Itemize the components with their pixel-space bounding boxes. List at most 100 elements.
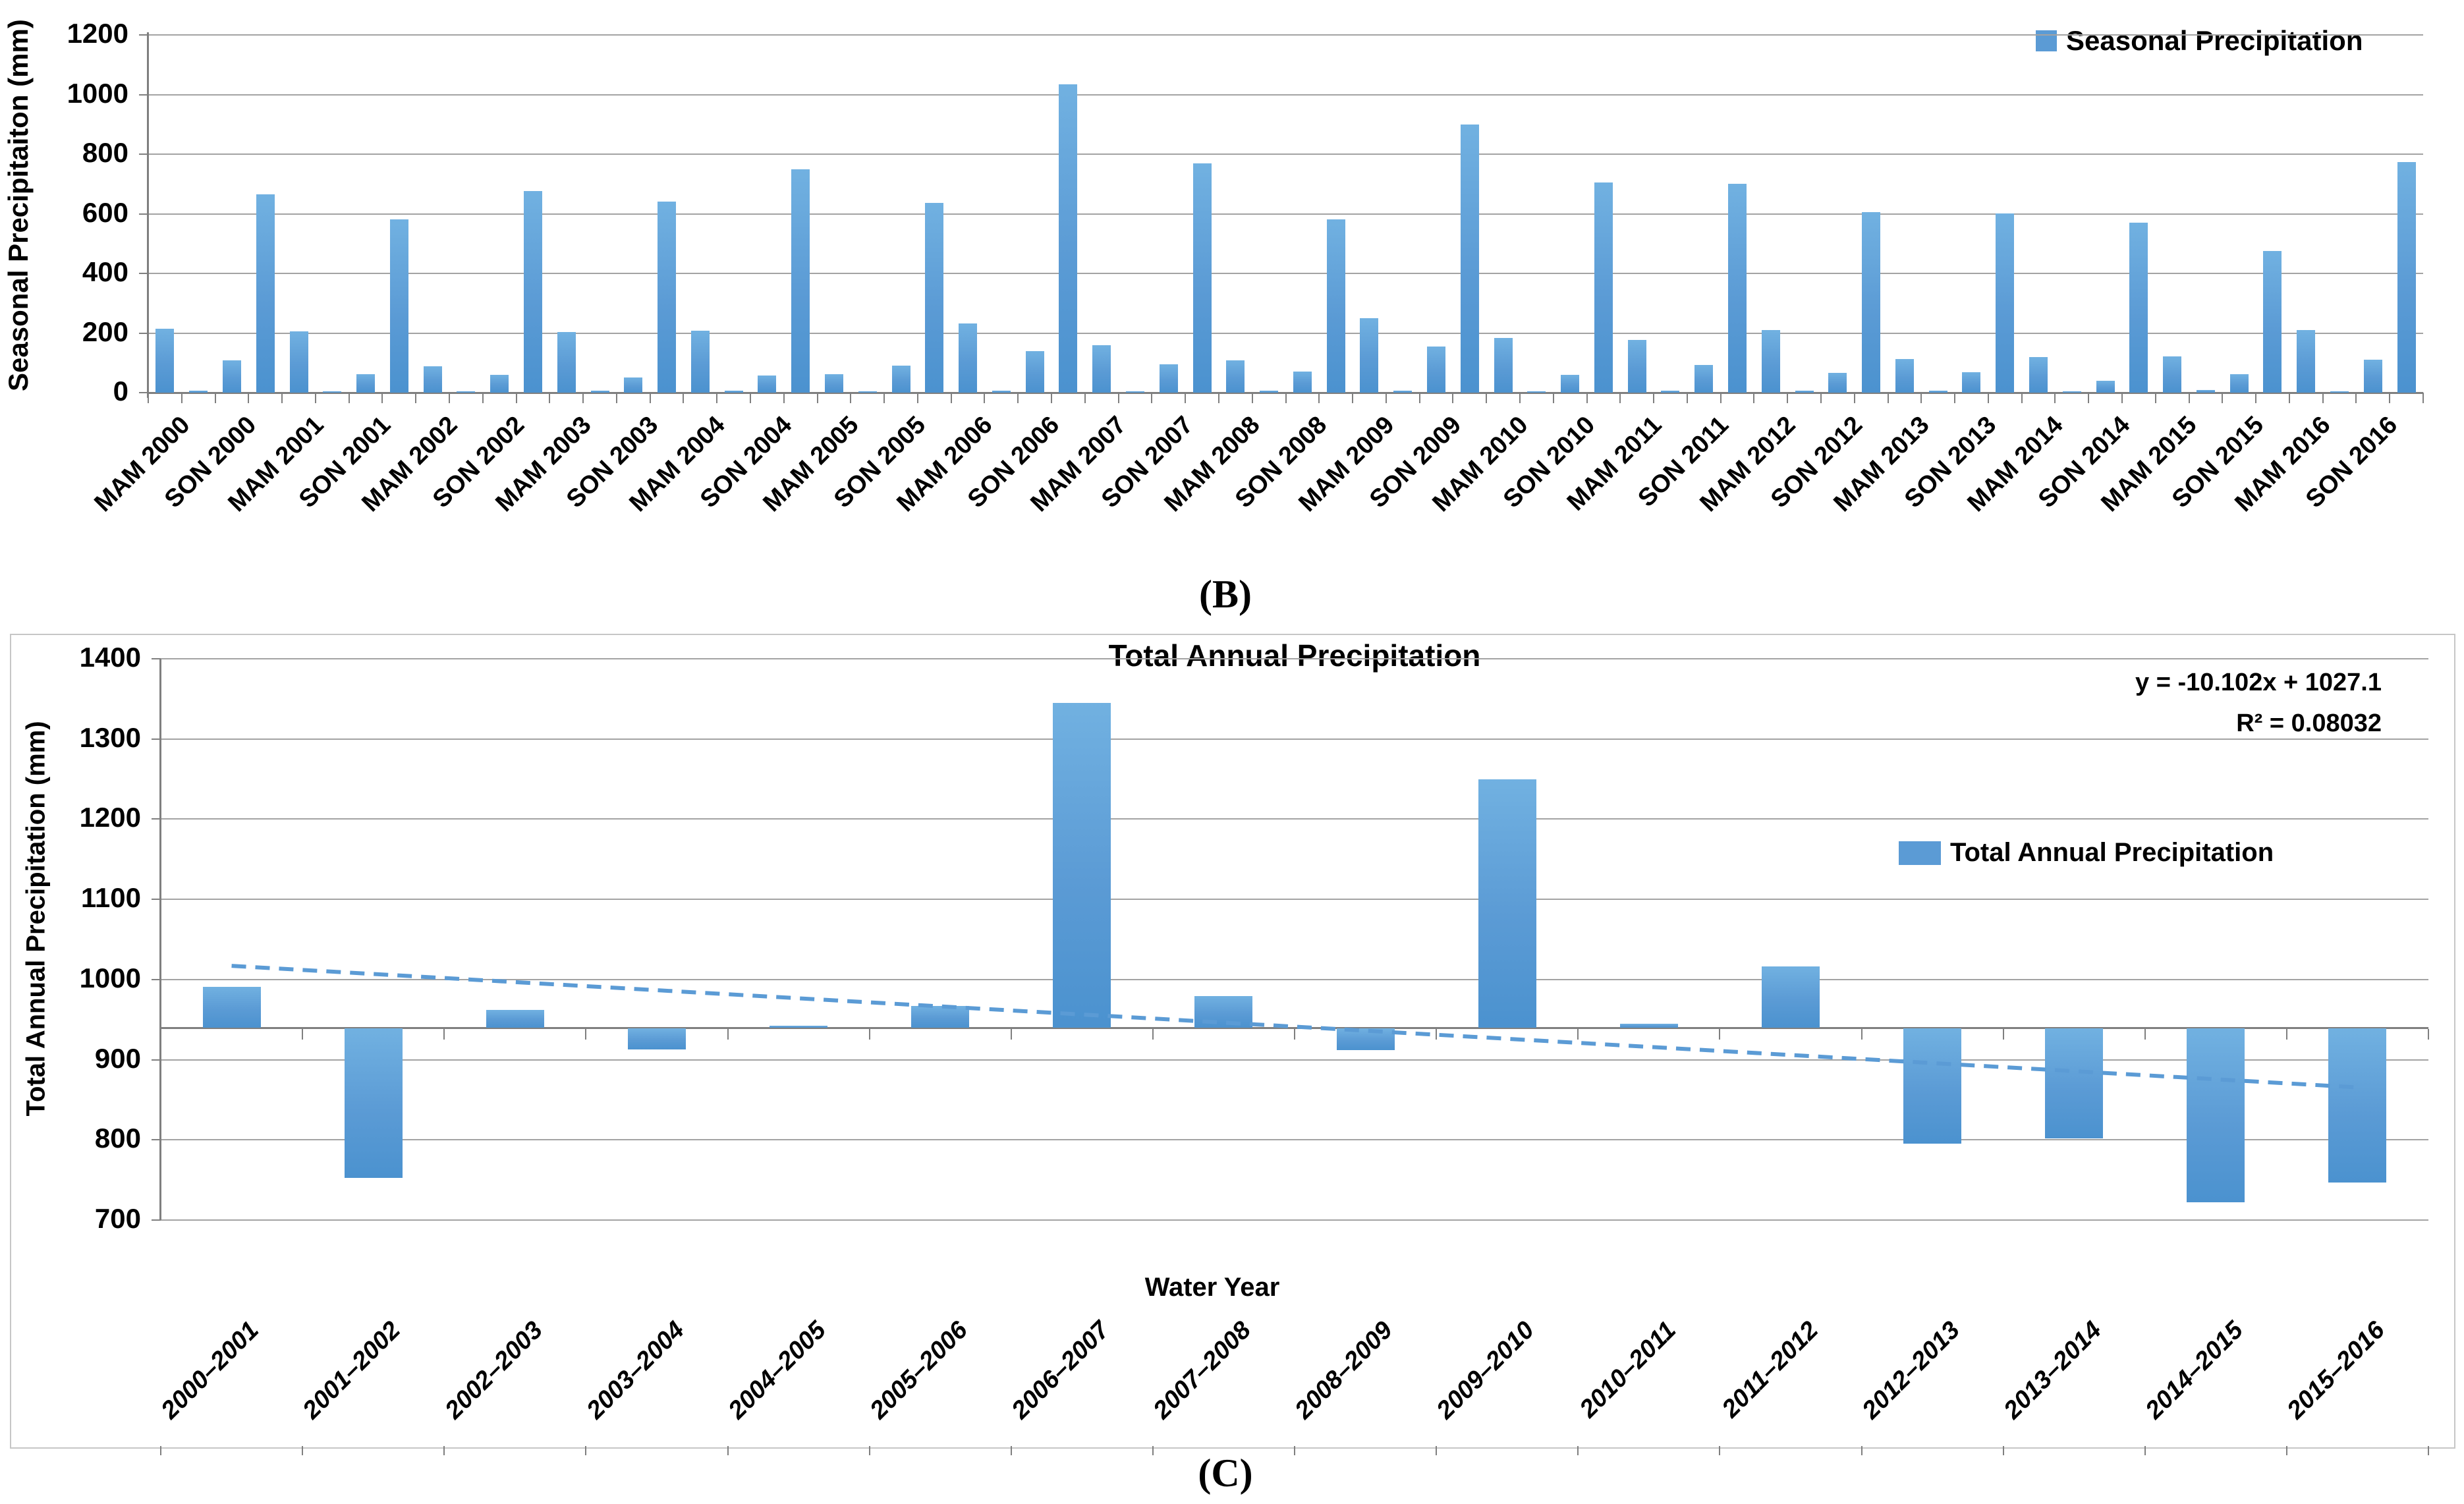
seasonal-gridline [148,94,2423,96]
seasonal-bar [423,366,442,393]
seasonal-x-tick [649,393,651,403]
annual-y-tick [152,899,161,901]
seasonal-x-tick [1285,393,1287,403]
seasonal-x-tick [2255,393,2257,403]
annual-y-axis-line [159,659,161,1220]
annual-bottom-tick [1719,1446,1721,1455]
seasonal-bar [1460,124,1479,393]
seasonal-bar [1627,340,1646,393]
seasonal-x-tick [181,393,182,403]
seasonal-bar [2163,356,2182,393]
annual-gridline [161,658,2428,659]
seasonal-bar [189,391,208,393]
seasonal-x-tick [2021,393,2023,403]
seasonal-y-axis-title: Seasonal Precipitaiton (mm) [3,19,34,391]
seasonal-y-axis-line [147,32,149,398]
annual-bottom-tick [1861,1446,1862,1455]
trendline-equation-line1: y = -10.102x + 1027.1 [2135,669,2382,696]
annual-baseline-tick [868,1028,870,1040]
annual-baseline-tick [2428,1028,2429,1040]
seasonal-x-tick [750,393,752,403]
seasonal-y-tick [139,273,148,274]
seasonal-x-tick [984,393,986,403]
annual-bottom-tick [1152,1446,1154,1455]
seasonal-bar [624,377,643,393]
annual-y-tick [152,1139,161,1141]
seasonal-y-tick-label: 200 [82,316,128,347]
annual-gridline [161,899,2428,901]
annual-bar [1478,779,1536,1028]
seasonal-x-tick [850,393,852,403]
annual-gridline [161,1219,2428,1221]
annual-y-tick [152,1219,161,1221]
seasonal-x-tick [1084,393,1086,403]
seasonal-bar [389,219,408,393]
annual-bar [1903,1028,1962,1144]
seasonal-bar [2363,360,2382,393]
seasonal-x-tick [1820,393,1822,403]
seasonal-x-tick [482,393,484,403]
seasonal-x-tick [1686,393,1688,403]
annual-bottom-tick [868,1446,870,1455]
seasonal-x-tick [1218,393,1219,403]
seasonal-y-tick-label: 800 [82,137,128,168]
seasonal-x-tick [2154,393,2156,403]
annual-baseline-tick [1861,1028,1862,1040]
annual-baseline-tick [2285,1028,2287,1040]
seasonal-bar [590,390,609,393]
annual-bar [1053,702,1111,1028]
seasonal-bar [1828,373,1847,393]
seasonal-x-tick [816,393,818,403]
seasonal-x-tick [1385,393,1387,403]
annual-bottom-tick [2144,1446,2146,1455]
annual-baseline-tick [727,1028,729,1040]
annual-gridline [161,1139,2428,1141]
annual-y-tick [152,818,161,820]
annual-baseline-tick [1577,1028,1579,1040]
seasonal-bar [791,169,810,393]
seasonal-x-tick [415,393,417,403]
annual-y-tick-label: 1000 [79,962,141,993]
seasonal-y-tick-label: 0 [113,376,128,406]
seasonal-bar [222,360,241,393]
seasonal-bar [289,331,308,393]
seasonal-x-tick [314,393,316,403]
seasonal-x-tick [1352,393,1354,403]
seasonal-bar [2397,162,2416,393]
seasonal-y-tick [139,94,148,96]
annual-y-tick-label: 1400 [79,642,141,673]
panel-caption-c: (C) [1198,1451,1253,1495]
seasonal-y-tick-label: 400 [82,256,128,287]
annual-gridline [161,738,2428,740]
legend-swatch-icon [2036,30,2057,51]
seasonal-bar [2129,223,2148,393]
seasonal-x-tick [1151,393,1153,403]
seasonal-x-tick [1519,393,1521,403]
seasonal-bar [2263,251,2282,393]
seasonal-bar [1393,391,1413,393]
seasonal-bar [1427,347,1445,393]
seasonal-bar [959,323,978,393]
annual-gridline [161,818,2428,820]
annual-bar [344,1028,403,1179]
seasonal-bar [2062,391,2081,393]
seasonal-x-tick [2389,393,2391,403]
seasonal-x-tick [615,393,617,403]
seasonal-bar [1494,338,1513,393]
seasonal-bar [1795,390,1814,393]
seasonal-bar [1761,330,1780,393]
seasonal-x-tick [281,393,283,403]
seasonal-x-tick [1920,393,1922,403]
seasonal-x-tick [1853,393,1855,403]
annual-bottom-tick [443,1446,445,1455]
seasonal-bar [1326,219,1345,393]
seasonal-x-tick [1987,393,1989,403]
seasonal-y-tick [139,332,148,334]
annual-y-tick-label: 900 [94,1042,141,1074]
annual-gridline [161,978,2428,980]
seasonal-x-tick [1452,393,1454,403]
annual-bottom-tick [1577,1446,1579,1455]
seasonal-legend: Seasonal Precipitation [2036,25,2363,57]
seasonal-x-tick [1619,393,1621,403]
